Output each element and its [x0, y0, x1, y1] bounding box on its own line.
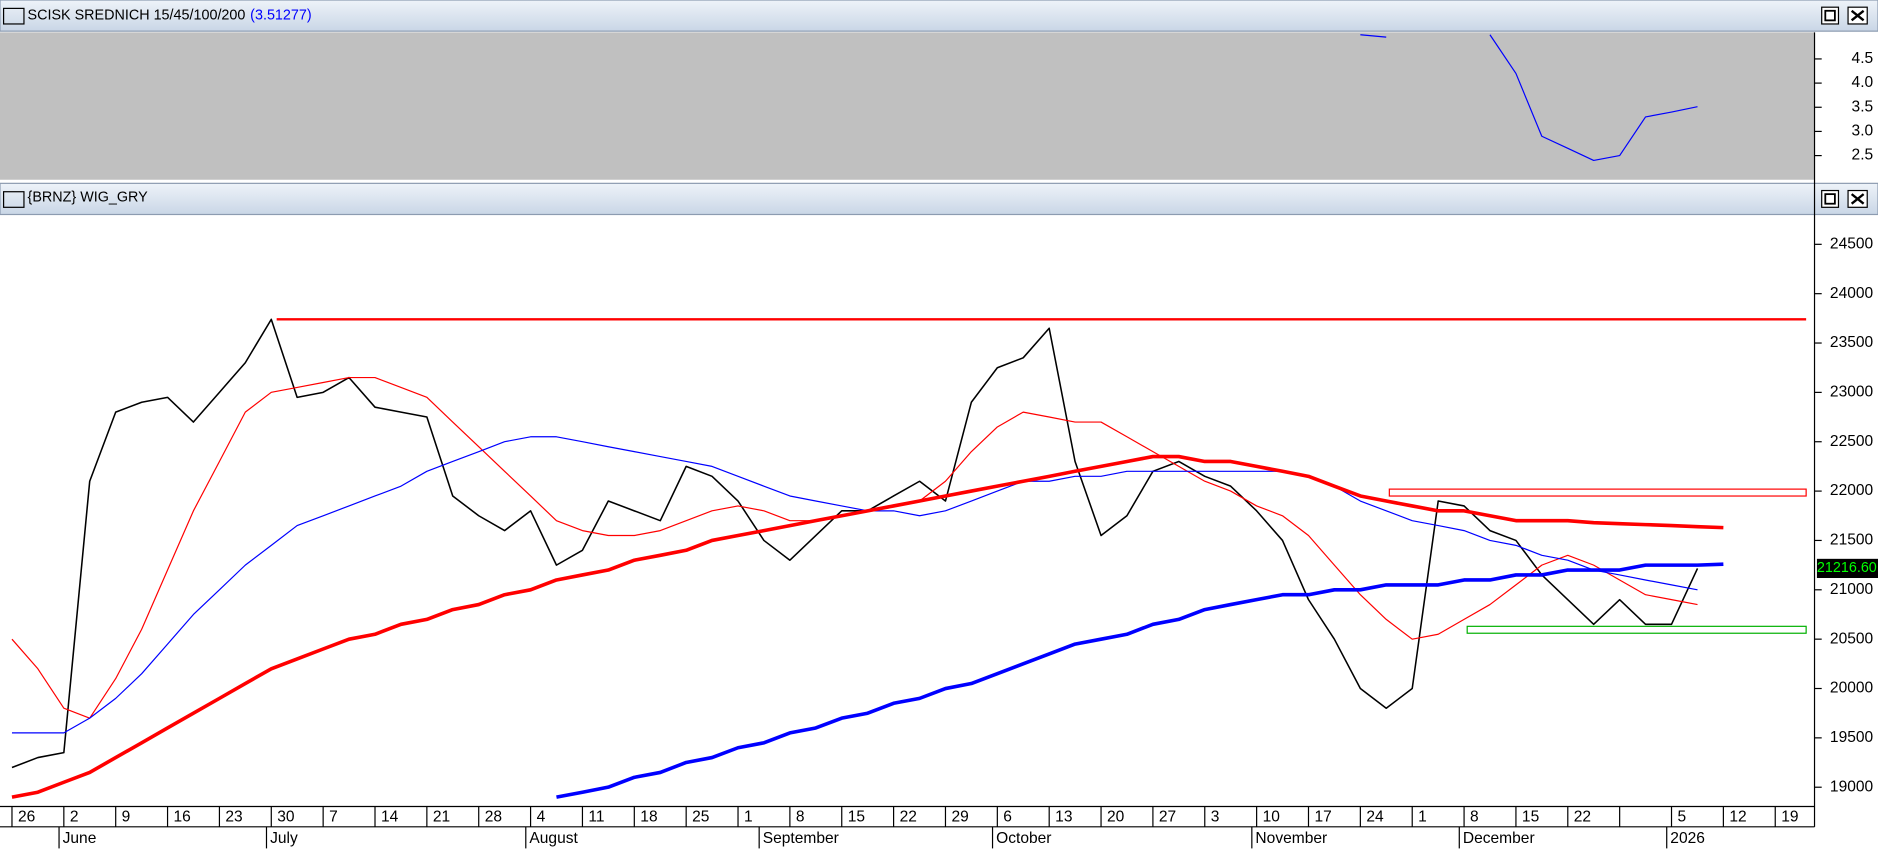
x-tick-label: 27 — [1159, 808, 1176, 825]
indicator-value: (3.51277) — [250, 7, 311, 23]
x-tick-label: 8 — [1470, 808, 1479, 825]
y-tick-label: 22500 — [1830, 433, 1874, 450]
month-label: September — [763, 830, 839, 847]
x-tick-label: 26 — [18, 808, 35, 825]
y-tick-label: 21000 — [1830, 581, 1874, 598]
x-tick-label: 12 — [1729, 808, 1746, 825]
pane-icon — [2, 191, 25, 208]
x-tick-label: 13 — [1055, 808, 1072, 825]
x-tick-label: 1 — [744, 808, 753, 825]
x-tick-label: 4 — [537, 808, 546, 825]
y-tick-label: 3.0 — [1852, 123, 1874, 140]
x-tick-label: 29 — [951, 808, 968, 825]
x-tick-label: 10 — [1263, 808, 1281, 825]
x-tick-label: 15 — [848, 808, 865, 825]
series-line — [11, 318, 1699, 769]
pane-title: {BRNZ} WIG_GRY — [28, 190, 149, 206]
maximize-button[interactable] — [1821, 189, 1840, 208]
x-tick-label: 11 — [588, 808, 604, 825]
series-line — [11, 436, 1698, 734]
x-tick-label: 23 — [225, 808, 242, 825]
y-tick-label: 3.5 — [1852, 98, 1874, 115]
maximize-button[interactable] — [1821, 6, 1840, 25]
x-tick-label: 5 — [1678, 808, 1687, 825]
x-tick-label: 2 — [70, 808, 79, 825]
close-icon — [1850, 193, 1865, 205]
pane-title: SCISK SREDNICH 15/45/100/200 — [28, 7, 246, 23]
price-zone — [1388, 488, 1807, 497]
x-tick-label: 22 — [900, 808, 917, 825]
main-title-bar — [0, 182, 1878, 216]
main-plot — [0, 215, 1815, 807]
price-zone — [1466, 625, 1807, 634]
y-tick-label: 2.5 — [1852, 147, 1874, 164]
window-buttons[interactable] — [1821, 6, 1868, 208]
y-tick-label: 23500 — [1830, 334, 1874, 351]
x-tick-label: 15 — [1522, 808, 1539, 825]
x-tick-label: 14 — [381, 808, 399, 825]
y-tick-label: 20000 — [1830, 680, 1874, 697]
x-tick-label: 25 — [692, 808, 709, 825]
top-axis — [1814, 32, 1878, 180]
x-tick-label: 21 — [433, 808, 450, 825]
x-tick-label: 19 — [1781, 808, 1798, 825]
x-tick-label: 18 — [640, 808, 657, 825]
x-tick-label: 22 — [1574, 808, 1591, 825]
month-label: June — [63, 830, 97, 847]
x-tick-label: 17 — [1314, 808, 1331, 825]
series-line — [11, 454, 1724, 799]
top-plot — [0, 32, 1815, 180]
x-tick-label: 8 — [796, 808, 805, 825]
month-label: October — [996, 830, 1051, 847]
month-label: August — [529, 830, 578, 847]
x-tick-label: 3 — [1211, 808, 1220, 825]
y-tick-label: 4.5 — [1852, 50, 1874, 67]
x-tick-label: 24 — [1366, 808, 1384, 825]
y-tick-label: 19500 — [1830, 729, 1874, 746]
y-tick-label: 19000 — [1830, 778, 1874, 795]
y-tick-label: 21500 — [1830, 532, 1874, 549]
x-tick-label: 7 — [329, 808, 338, 825]
x-tick-label: 16 — [174, 808, 191, 825]
maximize-icon — [1824, 193, 1836, 205]
top-series — [1360, 34, 1698, 162]
month-label: November — [1255, 830, 1327, 847]
y-tick-label: 4.0 — [1852, 74, 1874, 91]
x-tick-label: 1 — [1418, 808, 1427, 825]
last-value-box — [1816, 558, 1878, 579]
maximize-icon — [1824, 9, 1836, 22]
series-line — [1360, 34, 1698, 162]
x-tick-label: 30 — [277, 808, 295, 825]
month-label: December — [1463, 830, 1535, 847]
y-tick-label: 24000 — [1830, 285, 1874, 302]
y-tick-label: 24500 — [1830, 235, 1874, 252]
series-line — [556, 562, 1724, 799]
month-label: 2026 — [1670, 830, 1705, 847]
x-tick-label: 20 — [1107, 808, 1125, 825]
x-tick-label: 9 — [122, 808, 131, 825]
pane-icon — [2, 7, 25, 25]
y-tick-label: 20500 — [1830, 630, 1874, 647]
y-tick-label: 23000 — [1830, 383, 1874, 400]
x-tick-label: 6 — [1003, 808, 1012, 825]
last-value-label: 21216.60 — [1817, 560, 1877, 576]
x-tick-label: 28 — [485, 808, 502, 825]
close-icon — [1850, 9, 1865, 22]
y-tick-label: 22000 — [1830, 482, 1874, 499]
month-label: July — [270, 830, 298, 847]
main-series — [11, 318, 1807, 799]
